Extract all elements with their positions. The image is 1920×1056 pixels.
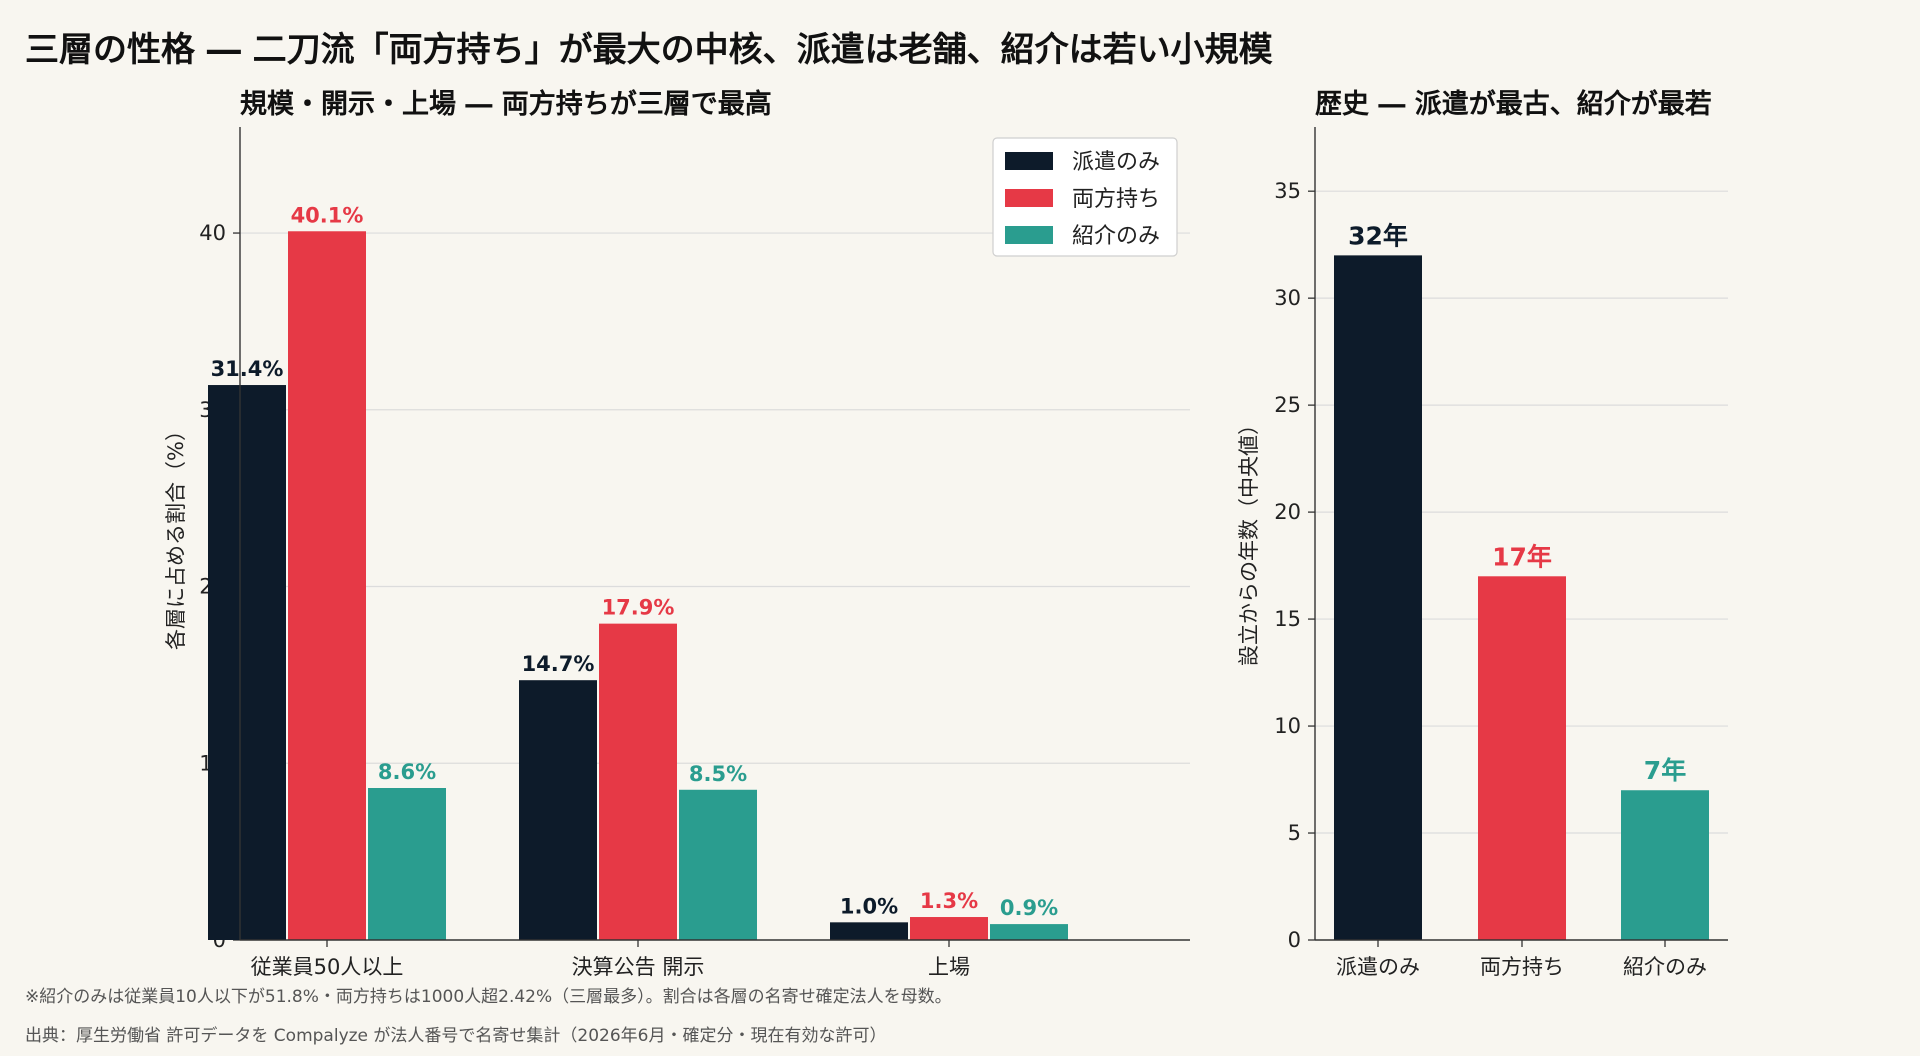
y-tick-label: 25 — [1274, 393, 1301, 417]
bar — [519, 680, 597, 940]
y-tick-label: 40 — [199, 221, 226, 245]
legend-label: 派遣のみ — [1072, 150, 1160, 175]
data-label: 1.0% — [840, 894, 898, 918]
x-tick-label: 両方持ち — [1480, 955, 1564, 979]
data-label: 32年 — [1348, 221, 1408, 250]
bar — [368, 788, 446, 940]
legend-swatch — [1005, 189, 1053, 207]
footnote: ※紹介のみは従業員10人以下が51.8%・両方持ちは1000人超2.42%（三層… — [25, 987, 952, 1007]
x-tick-label: 従業員50人以上 — [251, 955, 404, 979]
data-label: 8.5% — [689, 762, 747, 786]
bar — [599, 623, 677, 940]
y-tick-label: 35 — [1274, 179, 1301, 203]
y-axis-label: 各層に占める割合（%） — [164, 420, 188, 650]
legend-swatch — [1005, 152, 1053, 170]
bar — [830, 922, 908, 940]
source-note: 出典：厚生労働省 許可データを Compalyze が法人番号で名寄せ集計（20… — [25, 1026, 887, 1046]
bar — [1478, 576, 1566, 940]
right-chart-title: 歴史 ― 派遣が最古、紹介が最若 — [1315, 89, 1712, 120]
bar — [910, 917, 988, 940]
bar — [1334, 255, 1422, 941]
y-tick-label: 30 — [1274, 286, 1301, 310]
data-label: 17年 — [1492, 542, 1552, 571]
data-label: 14.7% — [522, 652, 595, 676]
data-label: 8.6% — [378, 760, 436, 784]
bar — [288, 231, 366, 940]
x-tick-label: 決算公告 開示 — [572, 955, 705, 979]
data-label: 17.9% — [602, 596, 675, 620]
data-label: 40.1% — [291, 203, 364, 227]
legend-label: 両方持ち — [1072, 187, 1160, 212]
x-tick-label: 上場 — [928, 955, 970, 979]
x-tick-label: 紹介のみ — [1623, 955, 1707, 979]
data-label: 7年 — [1644, 756, 1686, 785]
y-tick-label: 10 — [1274, 714, 1301, 738]
y-axis-label: 設立からの年数（中央値） — [1237, 414, 1261, 666]
bar — [679, 789, 757, 940]
bar — [208, 385, 286, 940]
data-label: 31.4% — [211, 357, 284, 381]
y-tick-label: 0 — [1288, 928, 1301, 952]
y-tick-label: 5 — [1288, 821, 1301, 845]
legend-swatch — [1005, 226, 1053, 244]
left-chart-title: 規模・開示・上場 ― 両方持ちが三層で最高 — [240, 89, 772, 120]
y-tick-label: 15 — [1274, 607, 1301, 631]
legend-label: 紹介のみ — [1072, 224, 1160, 249]
bar — [990, 924, 1068, 940]
y-tick-label: 20 — [1274, 500, 1301, 524]
x-tick-label: 派遣のみ — [1336, 955, 1420, 979]
page-title: 三層の性格 ― 二刀流「両方持ち」が最大の中核、派遣は老舗、紹介は若い小規模 — [25, 30, 1273, 70]
data-label: 0.9% — [1000, 896, 1058, 920]
bar — [1621, 790, 1709, 940]
data-label: 1.3% — [920, 889, 978, 913]
